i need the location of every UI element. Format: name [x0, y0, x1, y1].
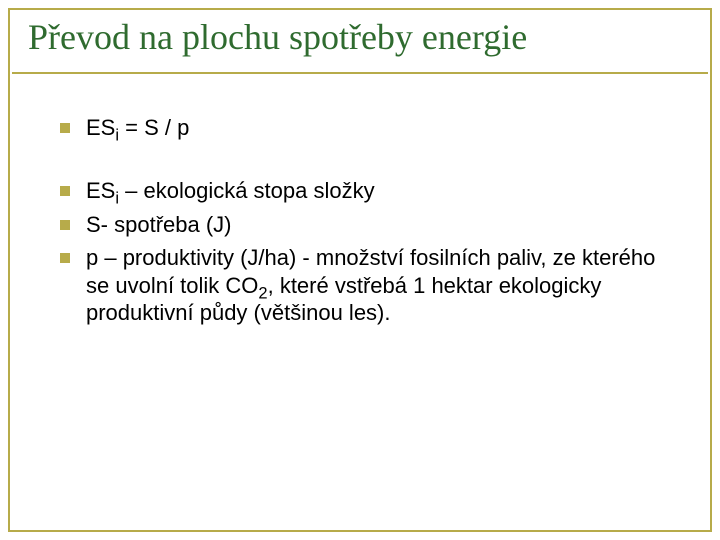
list-item: S- spotřeba (J) — [60, 211, 672, 239]
list-item-text: ESi – ekologická stopa složky — [86, 177, 672, 205]
list-item-text: p – produktivity (J/ha) - množství fosil… — [86, 244, 672, 327]
square-bullet-icon — [60, 253, 70, 263]
bullet-list: ESi = S / p ESi – ekologická stopa složky… — [60, 114, 672, 327]
list-item-text: S- spotřeba (J) — [86, 211, 672, 239]
slide-title: Převod na plochu spotřeby energie — [0, 0, 720, 72]
group-spacer — [60, 147, 672, 177]
list-item: p – produktivity (J/ha) - množství fosil… — [60, 244, 672, 327]
slide-content: ESi = S / p ESi – ekologická stopa složky… — [0, 74, 720, 327]
list-item: ESi = S / p — [60, 114, 672, 142]
square-bullet-icon — [60, 186, 70, 196]
square-bullet-icon — [60, 123, 70, 133]
list-item: ESi – ekologická stopa složky — [60, 177, 672, 205]
list-item-text: ESi = S / p — [86, 114, 672, 142]
square-bullet-icon — [60, 220, 70, 230]
